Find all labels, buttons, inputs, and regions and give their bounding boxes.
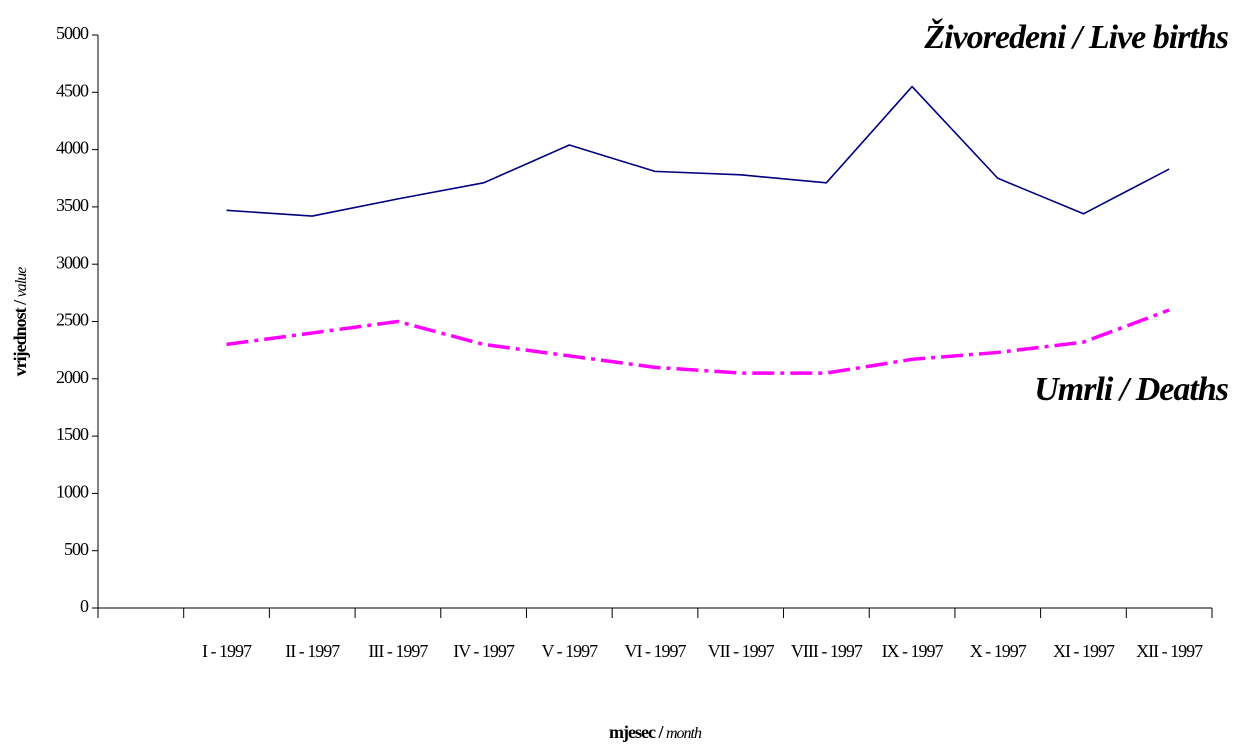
x-tick-label: I - 1997 [202,641,252,661]
y-axis-label-bold: vrijednost / [10,299,30,376]
x-tick-label: X - 1997 [969,641,1027,661]
x-axis-label: mjesec / month [609,722,702,742]
x-tick-label: II - 1997 [285,641,340,661]
y-tick-label: 4000 [56,138,89,158]
x-axis-label-italic: month [666,725,702,742]
y-tick-label: 4500 [56,80,89,100]
y-axis-label: vrijednost / value [10,267,30,377]
y-tick-label: 500 [64,539,89,559]
series-line [226,85,1170,217]
x-tick-label: XII - 1997 [1136,641,1203,661]
x-axis-label-bold: mjesec / [609,722,664,742]
y-tick-label: 2500 [56,310,89,330]
y-tick-label: 1000 [56,482,89,502]
series-line [226,308,1170,375]
x-tick-label: VII - 1997 [707,641,775,661]
y-tick-label: 1500 [56,424,89,444]
y-tick-label: 3500 [56,195,89,215]
x-tick-label: IX - 1997 [881,641,944,661]
x-tick-label: VI - 1997 [624,641,687,661]
y-tick-label: 2000 [56,367,89,387]
y-tick-label: 0 [80,596,89,616]
x-tick-label: IV - 1997 [453,641,515,661]
y-axis-label-italic: value [13,267,30,298]
y-tick-label: 3000 [56,252,89,272]
x-tick-label: VIII - 1997 [790,641,863,661]
series-label: Umrli / Deaths [1034,371,1229,408]
x-tick-label: V - 1997 [541,641,598,661]
x-tick-label: XI - 1997 [1052,641,1115,661]
series-label: Živoredeni / Live births [923,18,1228,56]
x-tick-label: III - 1997 [368,641,428,661]
y-tick-label: 5000 [56,23,89,43]
